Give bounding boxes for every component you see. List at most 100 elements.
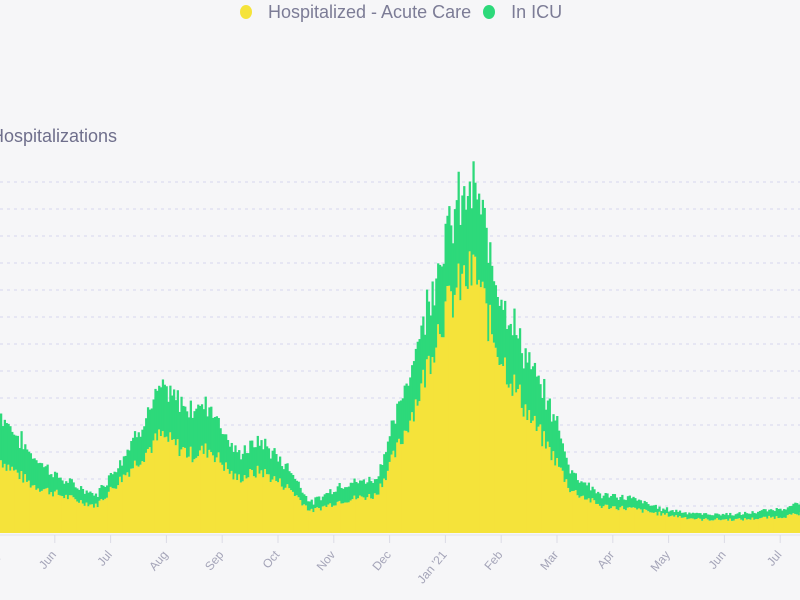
bar-acute-care [517, 389, 520, 533]
bar-acute-care [624, 510, 628, 533]
bar-icu [174, 400, 178, 446]
bar-acute-care [584, 499, 587, 533]
bar-icu [416, 341, 419, 406]
bar-acute-care [135, 465, 139, 533]
bar-icu [755, 513, 758, 519]
bar-icu [282, 469, 285, 490]
bar-acute-care [219, 462, 222, 533]
bar-acute-care [582, 495, 585, 533]
bar-icu [582, 482, 585, 496]
bar-acute-care [678, 516, 682, 533]
bar-acute-care [299, 500, 302, 533]
bar-icu [749, 513, 752, 520]
bar-acute-care [206, 457, 209, 533]
bar-acute-care [775, 516, 778, 533]
bar-acute-care [598, 505, 602, 533]
bar-acute-care [550, 460, 553, 533]
bar-icu [483, 207, 486, 289]
bar-icu [212, 417, 215, 456]
bar-acute-care [368, 493, 371, 533]
bar-acute-care [405, 430, 408, 533]
bar-icu [556, 416, 559, 459]
bar-acute-care [286, 484, 289, 533]
bar-icu [178, 411, 181, 457]
bar-icu [377, 476, 380, 495]
bar-icu [442, 263, 445, 338]
bar-acute-care [332, 505, 336, 533]
bar-icu [85, 490, 88, 503]
bar-acute-care [372, 498, 375, 533]
bar-acute-care [567, 487, 570, 533]
bar-acute-care [325, 506, 328, 533]
bar-acute-care [126, 472, 129, 533]
bar-acute-care [176, 439, 179, 533]
x-tick-label: Jul [94, 548, 115, 569]
bar-icu [13, 434, 16, 471]
bar-acute-care [48, 494, 51, 533]
bar-acute-care [730, 520, 734, 533]
legend-item-acute-care[interactable]: Hospitalized - Acute Care [240, 2, 471, 23]
bar-acute-care [122, 474, 126, 533]
bar-icu [65, 481, 68, 495]
bar-icu [677, 511, 680, 518]
bar-icu [554, 420, 557, 466]
bar-acute-care [786, 515, 790, 533]
bar-icu [139, 436, 142, 465]
bar-acute-care [145, 452, 148, 533]
bar-icu [414, 348, 418, 400]
bar-icu [329, 489, 332, 504]
bar-icu [463, 186, 466, 266]
bar-acute-care [65, 494, 68, 533]
bar-acute-care [327, 504, 330, 533]
bar-icu [98, 488, 101, 501]
bar-acute-care [252, 476, 256, 533]
bar-icu [163, 384, 166, 438]
bar-icu [796, 503, 799, 515]
bar-acute-care [637, 508, 641, 533]
bar-icu [381, 464, 384, 488]
bar-icu [699, 513, 702, 519]
bar-acute-care [716, 518, 719, 533]
x-tick-label: Aug [146, 548, 170, 573]
bar-acute-care [208, 449, 211, 533]
legend-item-icu[interactable]: In ICU [483, 2, 562, 23]
bar-acute-care [459, 300, 462, 533]
bar-icu [280, 466, 284, 487]
bar-icu [630, 498, 633, 508]
bar-acute-care [52, 496, 55, 533]
bar-icu [695, 512, 698, 519]
bar-icu [286, 463, 289, 485]
bar-icu [526, 362, 529, 421]
bar-acute-care [137, 466, 140, 533]
bar-acute-care [262, 477, 265, 533]
bar-acute-care [306, 510, 310, 533]
bar-icu [548, 398, 551, 448]
bar-acute-care [199, 450, 202, 533]
bar-acute-care [446, 285, 449, 533]
bar-acute-care [649, 512, 652, 533]
bar-acute-care [81, 503, 85, 533]
bar-icu [87, 492, 90, 507]
bar-acute-care [753, 519, 756, 533]
bar-icu [70, 479, 73, 496]
bar-acute-care [94, 503, 98, 533]
bar-acute-care [115, 488, 118, 533]
bar-icu [265, 446, 269, 475]
bar-acute-care [396, 442, 399, 533]
bar-icu [710, 515, 713, 521]
bar-acute-care [273, 476, 276, 533]
bar-icu [500, 299, 503, 365]
bar-acute-care [239, 482, 243, 533]
bar-icu [732, 515, 736, 521]
bar-icu [671, 510, 674, 516]
bar-acute-care [9, 470, 12, 533]
bar-acute-care [258, 473, 261, 533]
bar-acute-care [241, 481, 245, 533]
bar-acute-care [455, 287, 458, 533]
bar-icu [383, 454, 386, 479]
bar-icu [504, 300, 507, 358]
bar-icu [53, 471, 57, 492]
bar-acute-care [531, 420, 535, 533]
bar-icu [634, 498, 637, 508]
bar-acute-care [398, 438, 401, 533]
